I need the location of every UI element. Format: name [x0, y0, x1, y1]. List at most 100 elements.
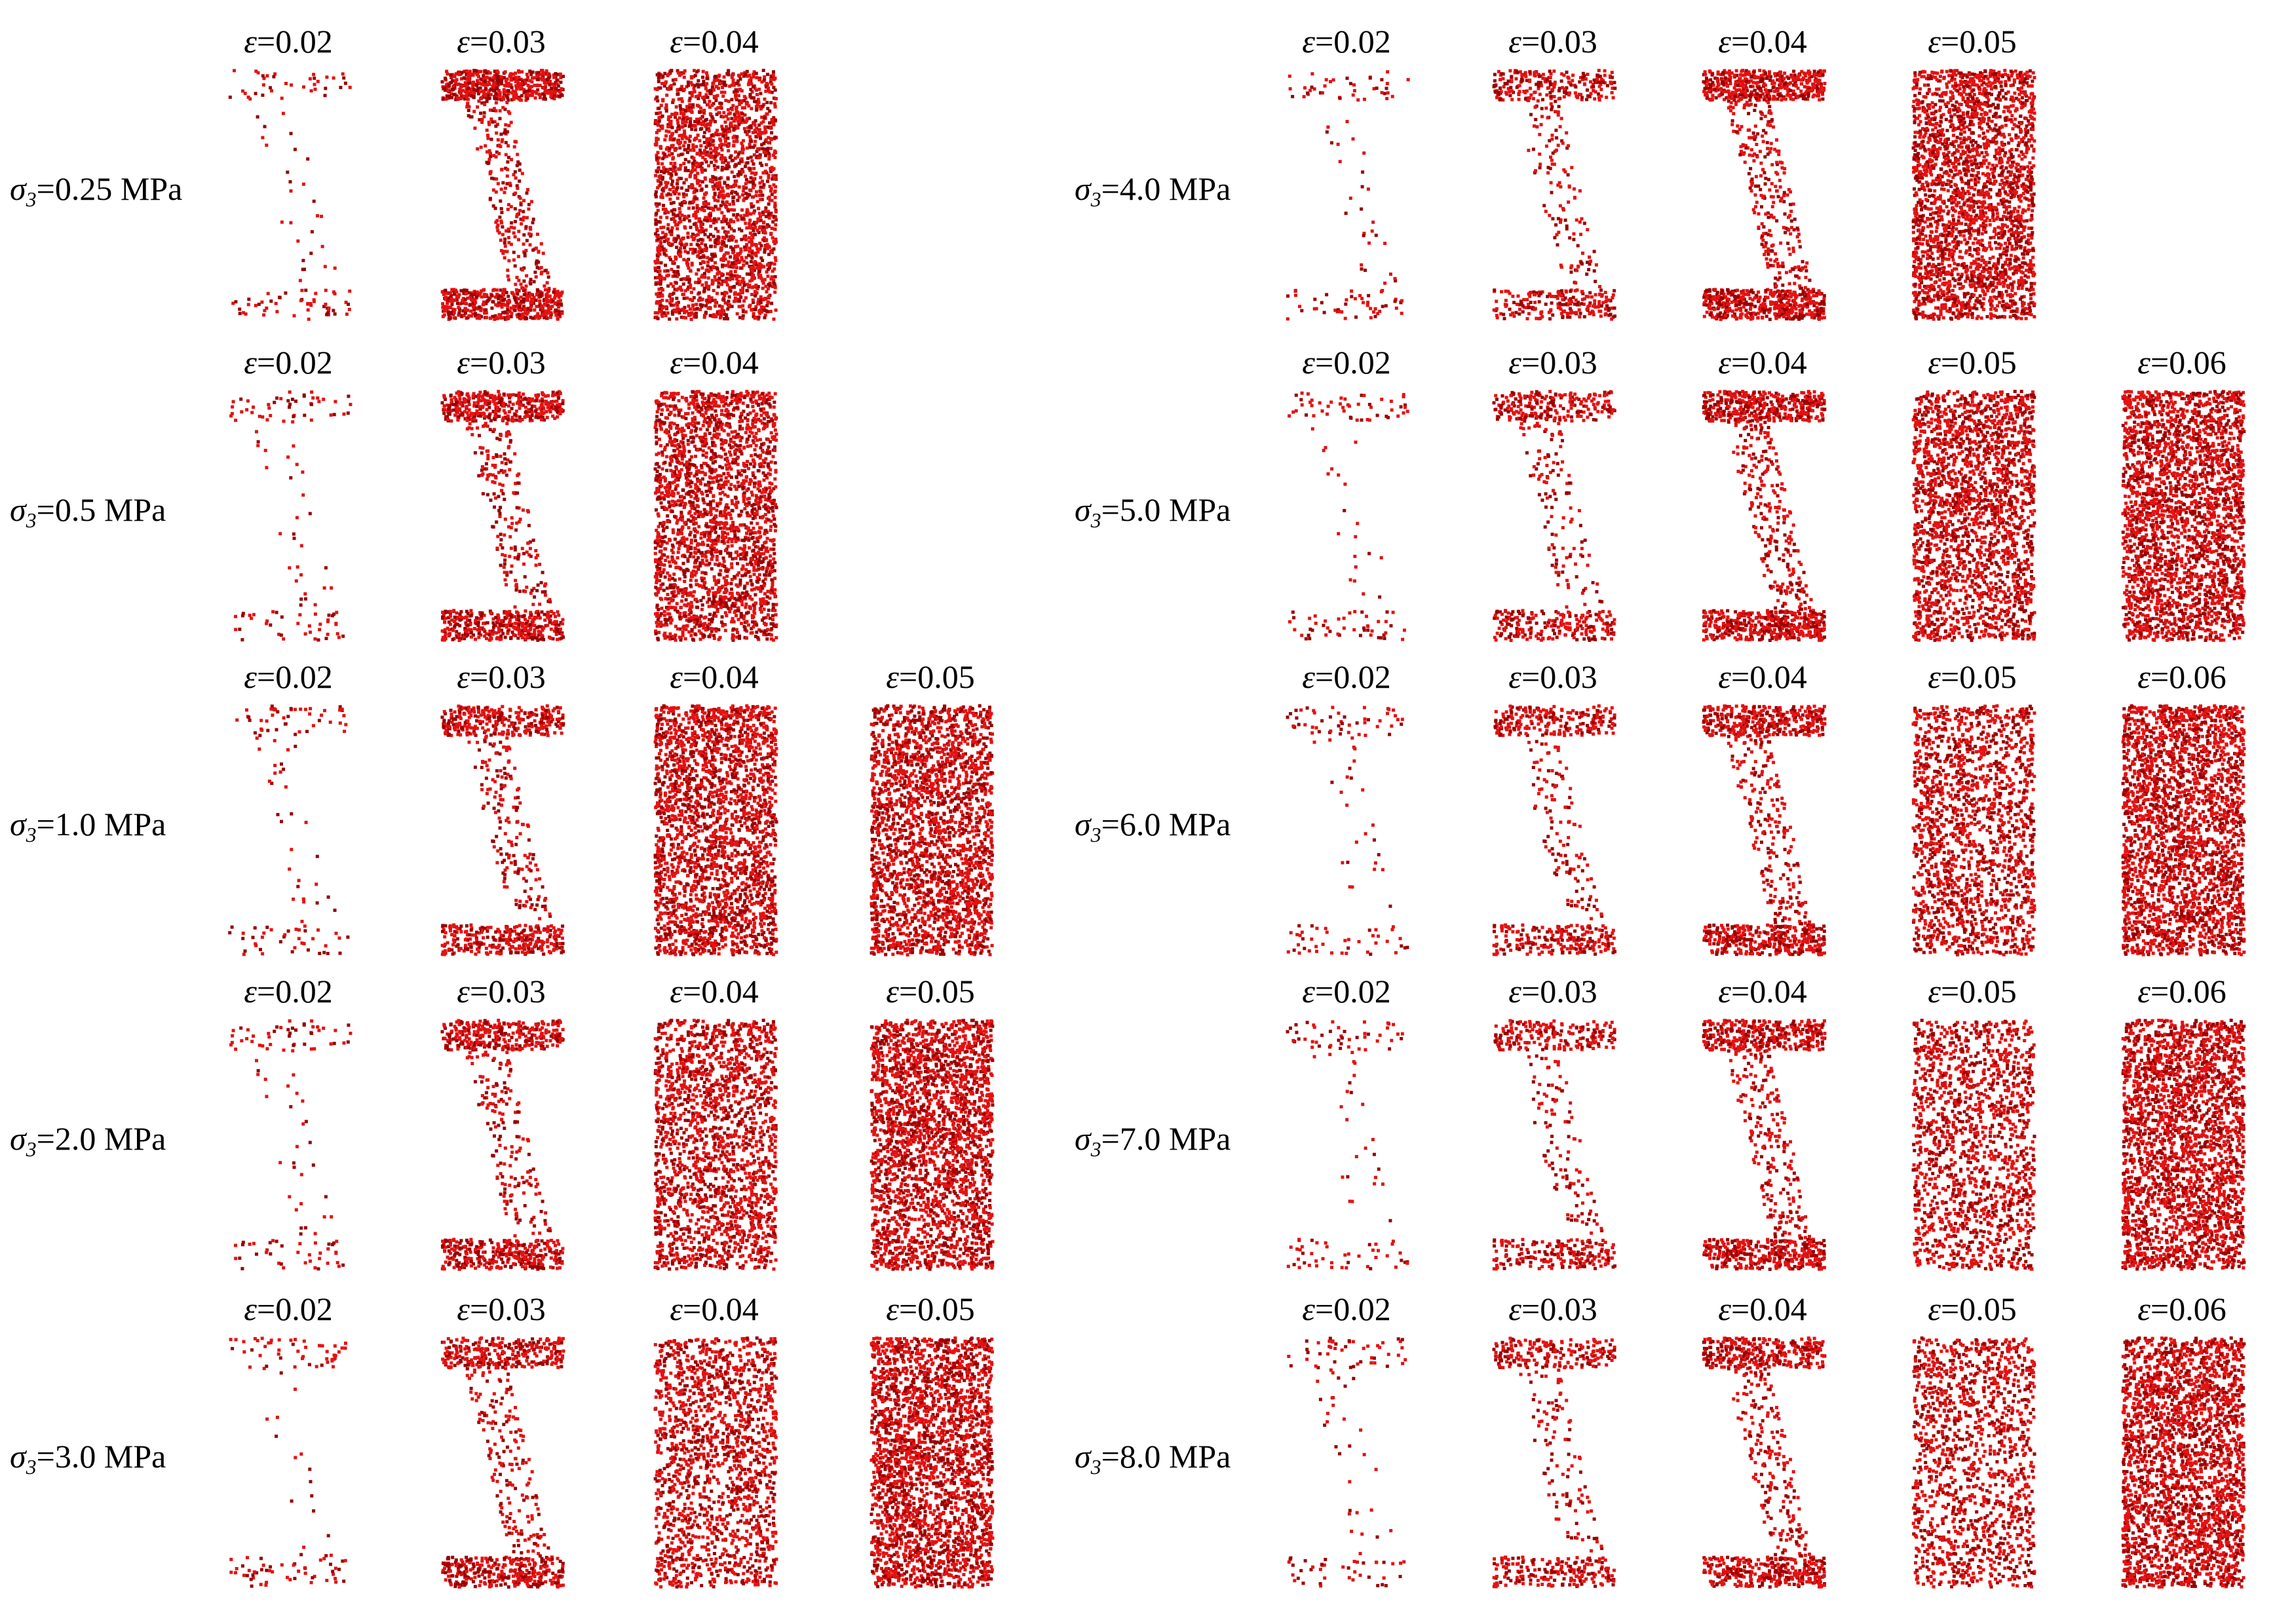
crack-point: [457, 305, 461, 309]
crack-point: [757, 156, 761, 160]
crack-point: [442, 292, 446, 296]
crack-point: [670, 299, 674, 303]
crack-point: [537, 413, 541, 417]
crack-point: [740, 257, 744, 261]
crack-point: [538, 303, 542, 307]
crack-point: [499, 207, 503, 211]
crack-point: [709, 219, 713, 223]
crack-point: [480, 473, 484, 477]
crack-point: [539, 637, 543, 641]
crack-point: [514, 282, 518, 286]
crack-point: [758, 134, 762, 138]
crack-point: [704, 86, 708, 90]
crack-point: [717, 207, 721, 211]
crack-point: [275, 611, 278, 614]
crack-point: [539, 69, 543, 73]
crack-point: [710, 282, 714, 286]
crack-point: [486, 136, 490, 140]
crack-point: [507, 298, 511, 302]
crack-point: [514, 528, 518, 532]
crack-point: [709, 88, 713, 92]
crack-point: [706, 219, 710, 223]
crack-point: [696, 133, 700, 137]
crack-point: [469, 90, 473, 94]
crack-point: [474, 618, 478, 622]
crack-point: [548, 620, 552, 624]
crack-point: [323, 265, 327, 269]
crack-point: [496, 82, 500, 86]
crack-point: [736, 198, 740, 202]
crack-point: [523, 252, 527, 255]
crack-point: [441, 615, 444, 619]
crack-point: [512, 258, 516, 262]
crack-point: [693, 69, 696, 73]
crack-point: [714, 204, 717, 208]
crack-point: [495, 292, 499, 296]
crack-point: [749, 267, 753, 271]
crack-point: [265, 466, 269, 470]
crack-point: [449, 398, 453, 402]
crack-point: [503, 256, 506, 260]
crack-point: [441, 611, 445, 614]
crack-point: [519, 316, 523, 320]
crack-point: [761, 279, 765, 283]
crack-point: [655, 88, 659, 92]
crack-point: [543, 302, 546, 306]
crack-point: [509, 242, 513, 246]
crack-point: [491, 79, 495, 83]
crack-point: [668, 153, 672, 157]
crack-point: [654, 195, 658, 198]
crack-point: [472, 94, 476, 98]
crack-point-cloud: [440, 69, 565, 321]
crack-point: [773, 176, 777, 180]
crack-point: [739, 121, 743, 124]
crack-point: [508, 432, 512, 436]
crack-point: [750, 226, 754, 230]
crack-point: [729, 121, 733, 125]
crack-point: [767, 157, 771, 161]
crack-point: [512, 97, 516, 101]
crack-point: [480, 451, 484, 455]
crack-point: [706, 202, 710, 206]
crack-point: [484, 144, 487, 148]
crack-point: [686, 188, 689, 192]
crack-point: [520, 314, 524, 318]
crack-point: [749, 259, 753, 263]
crack-point: [508, 610, 512, 614]
crack-point: [672, 308, 676, 312]
crack-point: [536, 289, 540, 292]
crack-point: [489, 138, 493, 142]
crack-point: [493, 465, 497, 469]
crack-point: [470, 298, 474, 302]
crack-point: [484, 301, 488, 305]
crack-point: [759, 92, 763, 96]
crack-point: [525, 297, 529, 300]
crack-point: [706, 306, 710, 310]
crack-point: [273, 72, 277, 76]
crack-point: [669, 176, 673, 180]
crack-point: [695, 272, 698, 276]
crack-point: [660, 312, 664, 316]
crack-point: [465, 393, 469, 397]
crack-point: [558, 412, 562, 415]
crack-point: [535, 314, 539, 318]
crack-point: [482, 101, 486, 105]
strain-label: ε=0.02: [244, 23, 332, 60]
crack-point: [745, 531, 748, 535]
crack-point: [773, 105, 777, 108]
crack-point: [757, 128, 761, 132]
crack-point: [485, 150, 489, 154]
crack-point: [666, 124, 670, 128]
crack-point: [757, 310, 761, 314]
crack-point: [449, 92, 453, 96]
crack-point: [482, 302, 486, 306]
crack-point: [749, 189, 753, 193]
crack-point: [694, 128, 698, 132]
crack-point: [495, 295, 499, 299]
crack-point: [542, 86, 546, 90]
crack-point: [446, 305, 449, 309]
crack-point: [534, 298, 538, 302]
crack-point: [661, 288, 664, 292]
crack-point: [708, 257, 712, 261]
crack-point: [529, 306, 533, 309]
